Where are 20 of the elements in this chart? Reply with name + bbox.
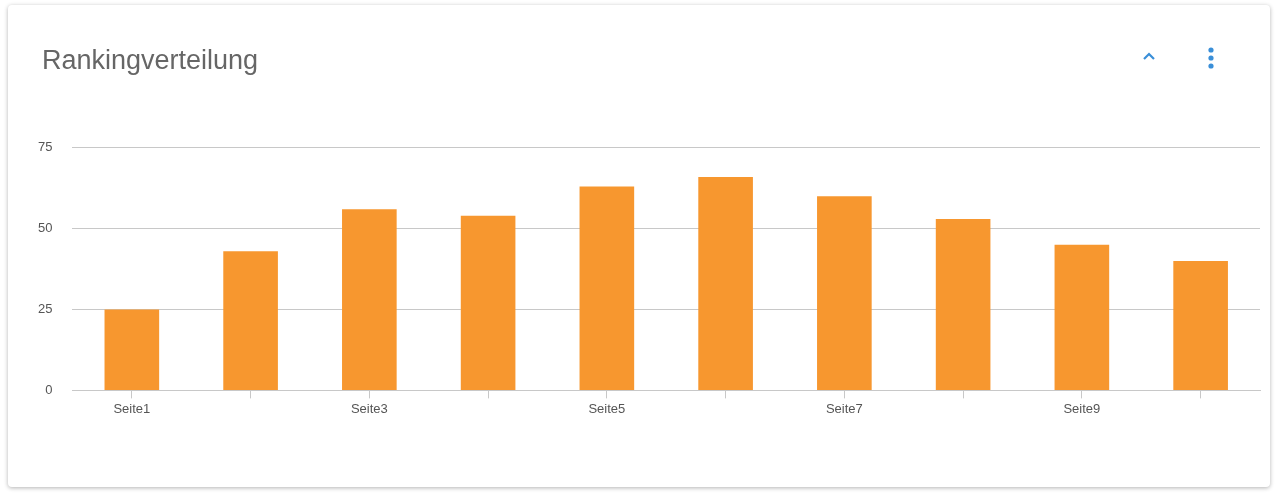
- bar: [104, 309, 160, 390]
- chart-title: Rankingverteilung: [42, 45, 259, 76]
- x-tick-label: Seite9: [1063, 400, 1101, 416]
- y-tick-label: 75: [37, 139, 53, 155]
- x-tick-label: Seite5: [588, 400, 626, 416]
- bar: [1054, 244, 1110, 390]
- x-tick-label: Seite1: [113, 400, 151, 416]
- bar: [935, 218, 991, 390]
- y-tick-label: 25: [37, 301, 53, 317]
- x-tick-label: Seite3: [350, 400, 388, 416]
- y-tick-label: 50: [37, 220, 53, 236]
- x-tick-label: Seite7: [825, 400, 863, 416]
- bar: [223, 251, 278, 390]
- bar: [342, 209, 397, 390]
- y-tick-label: 0: [45, 381, 53, 397]
- bar: [817, 196, 872, 390]
- bar: [1173, 261, 1228, 390]
- bar: [698, 176, 753, 390]
- bar: [579, 186, 635, 390]
- bar: [460, 215, 516, 390]
